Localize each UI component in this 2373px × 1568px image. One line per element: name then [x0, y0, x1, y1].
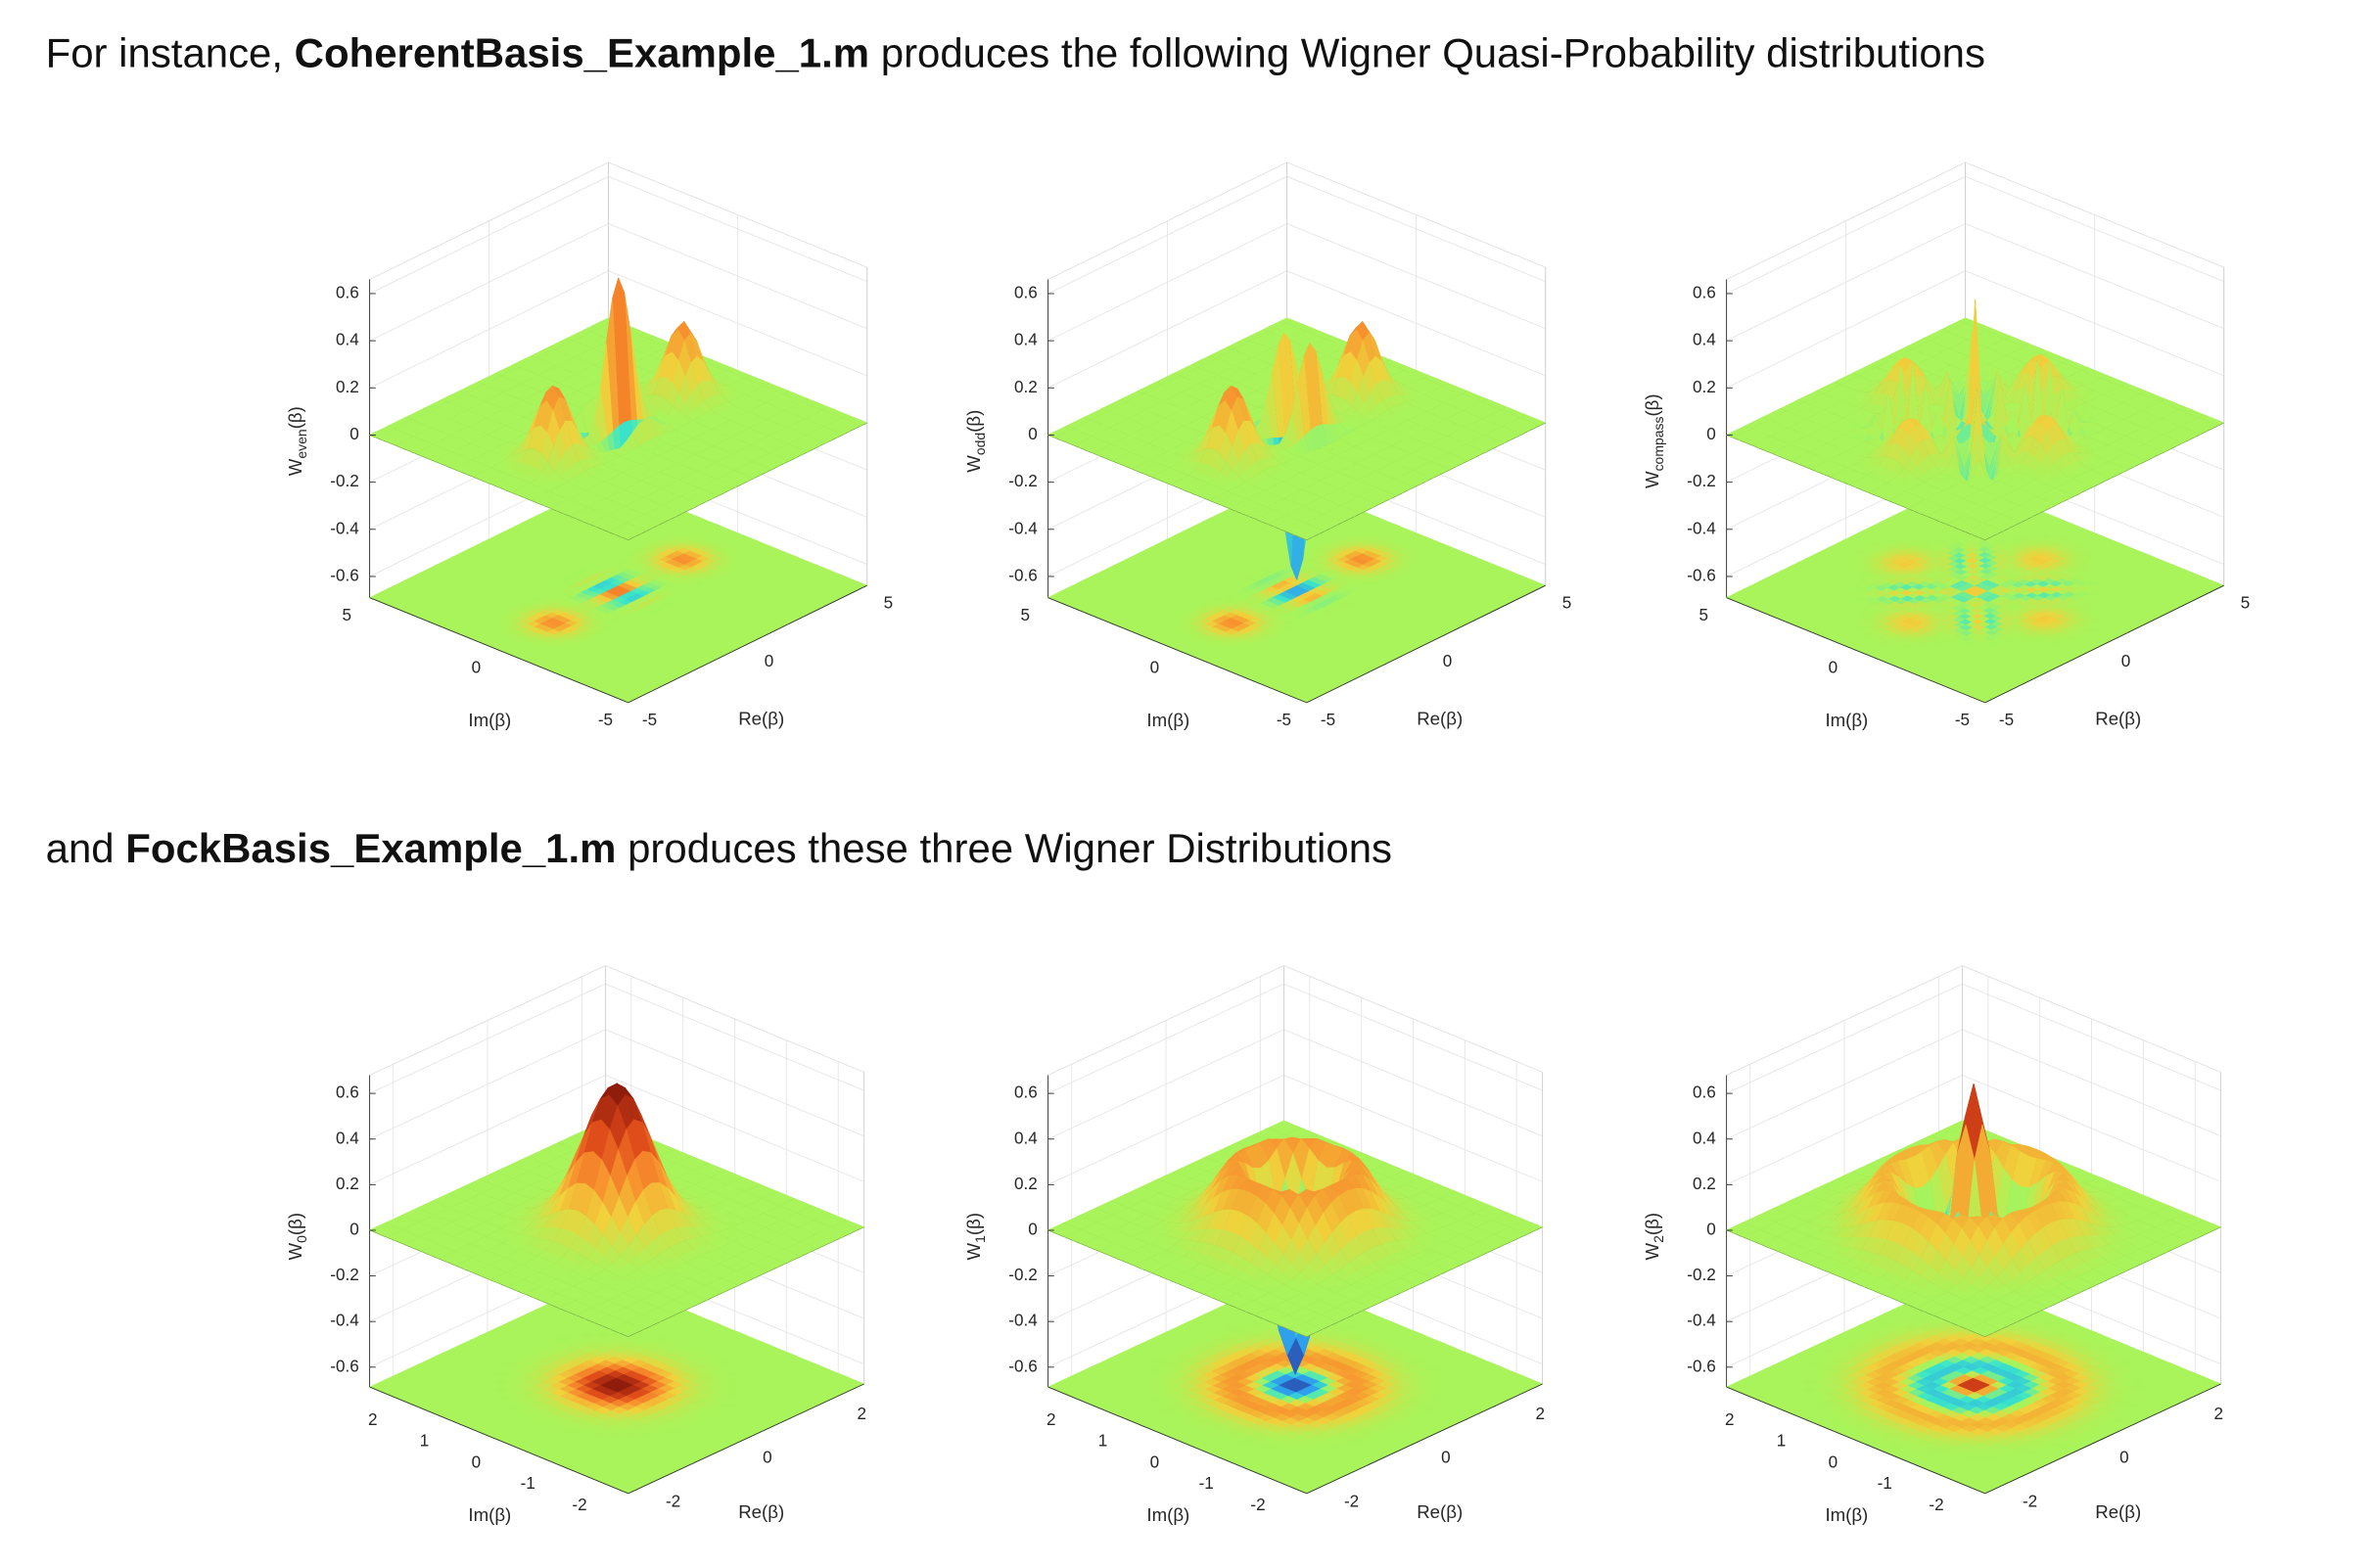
z-label-base: W [285, 458, 305, 476]
z-label-arg: (β) [285, 406, 305, 429]
z-axis-label: Weven(β) [285, 406, 309, 476]
text: and [46, 825, 126, 871]
im-tick-label: -5 [598, 711, 613, 729]
re-tick-label: 0 [765, 652, 774, 670]
im-tick-label: 5 [343, 606, 352, 624]
box-edge [369, 161, 609, 280]
surface-plot: 0.6 0.4 0.2 0 -0.2 -0.4 -0.6 5 0 -5 -5 0 5 Im(β) Re(β)… [285, 161, 893, 730]
grid-line [1047, 175, 1546, 295]
paragraph: and FockBasis_Example_1.m produces these… [46, 825, 1392, 871]
text: For instance, [46, 30, 295, 76]
re-tick-label: 5 [884, 593, 893, 612]
file-name: CoherentBasis_Example_1.m [295, 30, 869, 76]
z-tick-label: -0.4 [330, 519, 358, 537]
box-edge [608, 161, 867, 268]
z-tick-label: 0.2 [336, 378, 359, 396]
z-tick-label: -0.6 [330, 566, 358, 584]
z-tick-label: -0.2 [330, 472, 358, 490]
text: produces these three Wigner Distribution… [616, 825, 1392, 871]
re-axis-label: Re(β) [738, 709, 784, 729]
im-tick-label: 0 [472, 658, 482, 676]
grid-line [369, 175, 867, 295]
text: produces the following Wigner Quasi-Prob… [869, 30, 1985, 76]
z-tick-label: 0.4 [336, 331, 359, 349]
z-tick-label: 0.6 [336, 283, 359, 301]
file-name: FockBasis_Example_1.m [125, 825, 616, 871]
z-tick-label: 0 [349, 425, 359, 443]
re-tick-label: -5 [642, 711, 657, 729]
paragraph: For instance, CoherentBasis_Example_1.m … [46, 30, 1985, 76]
z-label-sub: even [294, 429, 309, 458]
im-axis-label: Im(β) [468, 710, 511, 730]
